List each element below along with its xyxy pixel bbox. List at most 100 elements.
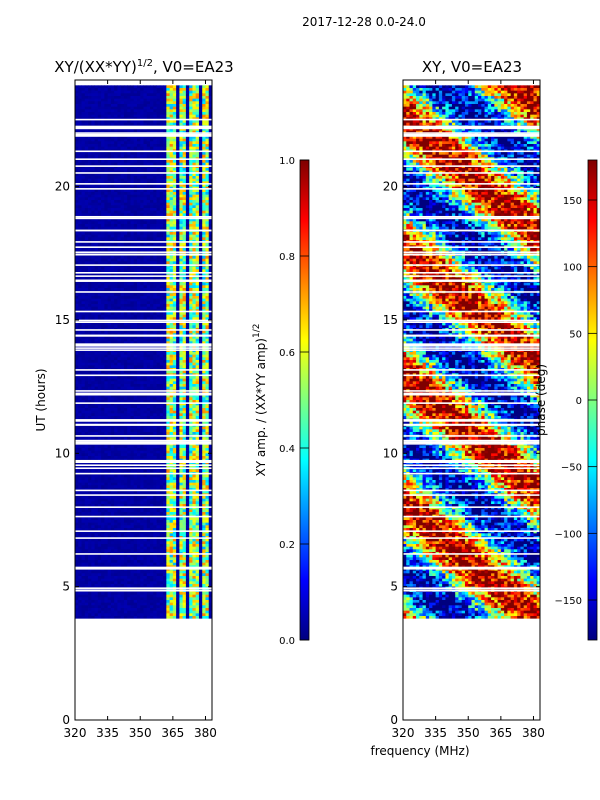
heat-cell xyxy=(97,242,102,246)
heat-cell xyxy=(166,93,170,97)
heat-cell xyxy=(117,176,122,180)
heat-cell xyxy=(130,384,135,388)
heat-cell xyxy=(195,202,200,206)
heat-cell xyxy=(153,120,157,124)
heat-cell xyxy=(202,101,206,105)
heat-cell xyxy=(179,397,184,401)
heat-cell xyxy=(202,144,206,148)
heat-cell xyxy=(140,141,144,145)
heat-cell xyxy=(150,370,154,374)
heat-cell xyxy=(130,173,135,177)
heat-cell xyxy=(84,93,89,97)
heat-cell xyxy=(117,386,122,390)
heat-cell xyxy=(156,376,161,380)
heat-cell xyxy=(120,400,125,404)
heat-cell xyxy=(120,266,125,270)
heat-cell xyxy=(182,176,187,180)
heat-cell xyxy=(117,141,122,145)
heat-cell xyxy=(104,96,109,100)
heat-cell xyxy=(205,173,210,177)
heat-cell xyxy=(146,293,151,297)
heat-cell xyxy=(91,357,95,361)
heat-cell xyxy=(81,152,86,156)
heat-cell xyxy=(75,210,79,214)
heat-cell xyxy=(117,381,122,385)
heat-cell xyxy=(84,218,89,222)
heat-cell xyxy=(208,104,213,108)
heat-cell xyxy=(91,261,95,265)
heat-cell xyxy=(185,173,190,177)
heat-cell xyxy=(163,128,167,132)
heat-cell xyxy=(172,200,177,204)
heat-cell xyxy=(130,354,135,358)
heat-cell xyxy=(179,381,184,385)
heat-cell xyxy=(156,93,161,97)
heat-cell xyxy=(156,106,161,110)
heat-cell xyxy=(166,296,170,300)
heat-cell xyxy=(185,312,190,316)
heat-cell xyxy=(156,312,161,316)
heat-cell xyxy=(110,173,115,177)
heat-cell xyxy=(117,234,122,238)
heat-cell xyxy=(166,98,170,102)
heat-cell xyxy=(81,173,86,177)
heat-cell xyxy=(185,109,190,113)
heat-cell xyxy=(163,146,167,150)
heat-cell xyxy=(156,184,161,188)
heat-cell xyxy=(107,242,112,246)
heat-cell xyxy=(114,376,118,380)
heat-cell xyxy=(130,226,135,230)
heat-cell xyxy=(123,400,128,404)
heat-cell xyxy=(205,360,210,364)
heat-cell xyxy=(123,397,128,401)
heat-cell xyxy=(205,296,210,300)
heat-cell xyxy=(133,394,138,398)
heat-cell xyxy=(153,306,157,310)
heat-cell xyxy=(192,325,197,329)
heat-cell xyxy=(143,218,148,222)
heat-cell xyxy=(84,384,89,388)
heat-cell xyxy=(130,144,135,148)
heat-cell xyxy=(195,285,200,289)
heat-cell xyxy=(179,208,184,212)
heat-cell xyxy=(107,232,112,236)
heat-cell xyxy=(153,325,157,329)
heat-cell xyxy=(78,293,82,297)
heat-cell xyxy=(120,120,125,124)
heat-cell xyxy=(166,221,170,225)
heat-cell xyxy=(120,208,125,212)
heat-cell xyxy=(205,112,210,116)
heat-cell xyxy=(84,357,89,361)
heat-cell xyxy=(130,205,135,209)
heat-cell xyxy=(205,200,210,204)
heat-cell xyxy=(153,194,157,198)
heat-cell xyxy=(123,352,128,356)
heat-cell xyxy=(163,285,167,289)
heat-cell xyxy=(97,120,102,124)
heat-cell xyxy=(75,122,79,126)
heat-cell xyxy=(88,266,92,270)
heat-cell xyxy=(136,128,141,132)
heat-cell xyxy=(84,189,89,193)
heat-cell xyxy=(182,221,187,225)
heat-cell xyxy=(130,130,135,134)
heat-cell xyxy=(198,224,203,228)
heat-cell xyxy=(143,181,148,185)
heat-cell xyxy=(202,141,206,145)
heat-cell xyxy=(94,205,99,209)
heat-cell xyxy=(208,122,213,126)
heat-cell xyxy=(101,232,105,236)
heat-cell xyxy=(127,362,131,366)
heat-cell xyxy=(156,381,161,385)
heat-cell xyxy=(192,266,197,270)
heat-cell xyxy=(78,360,82,364)
heat-cell xyxy=(104,184,109,188)
heat-cell xyxy=(101,261,105,265)
heat-cell xyxy=(143,141,148,145)
heat-cell xyxy=(127,104,131,108)
heat-cell xyxy=(189,285,193,289)
heat-cell xyxy=(192,85,197,89)
heat-cell xyxy=(136,314,141,318)
heat-cell xyxy=(153,168,157,172)
heat-cell xyxy=(101,314,105,318)
